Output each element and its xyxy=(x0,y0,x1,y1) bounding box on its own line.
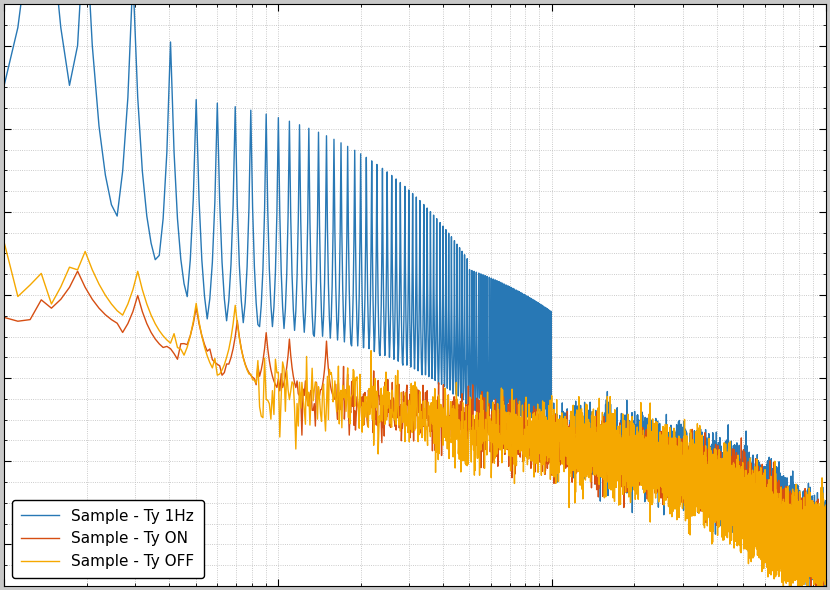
Sample - Ty 1Hz xyxy=(717,475,727,482)
Sample - Ty 1Hz xyxy=(746,500,756,507)
Sample - Ty 1Hz xyxy=(782,509,792,516)
Legend: Sample - Ty 1Hz, Sample - Ty ON, Sample - Ty OFF: Sample - Ty 1Hz, Sample - Ty ON, Sample … xyxy=(12,500,203,578)
Sample - Ty ON xyxy=(746,504,756,511)
Sample - Ty ON xyxy=(782,540,792,548)
Sample - Ty 1Hz xyxy=(715,474,725,481)
Sample - Ty OFF xyxy=(802,543,812,550)
Sample - Ty ON xyxy=(715,475,725,482)
Sample - Ty OFF xyxy=(0,239,9,246)
Sample - Ty OFF xyxy=(782,542,792,549)
Sample - Ty ON xyxy=(821,546,830,553)
Sample - Ty OFF xyxy=(746,527,756,534)
Sample - Ty OFF xyxy=(678,480,688,487)
Sample - Ty OFF xyxy=(717,491,727,498)
Line: Sample - Ty 1Hz: Sample - Ty 1Hz xyxy=(4,0,826,590)
Sample - Ty ON xyxy=(802,533,812,540)
Sample - Ty OFF xyxy=(821,556,830,563)
Sample - Ty 1Hz xyxy=(0,82,9,89)
Sample - Ty ON xyxy=(678,474,688,481)
Line: Sample - Ty ON: Sample - Ty ON xyxy=(4,271,826,590)
Sample - Ty 1Hz xyxy=(802,536,812,543)
Sample - Ty ON xyxy=(72,268,82,275)
Sample - Ty ON xyxy=(717,482,727,489)
Sample - Ty OFF xyxy=(715,482,725,489)
Sample - Ty ON xyxy=(811,589,821,590)
Sample - Ty 1Hz xyxy=(678,474,688,481)
Line: Sample - Ty OFF: Sample - Ty OFF xyxy=(4,242,826,590)
Sample - Ty 1Hz xyxy=(821,539,830,546)
Sample - Ty ON xyxy=(0,314,9,321)
